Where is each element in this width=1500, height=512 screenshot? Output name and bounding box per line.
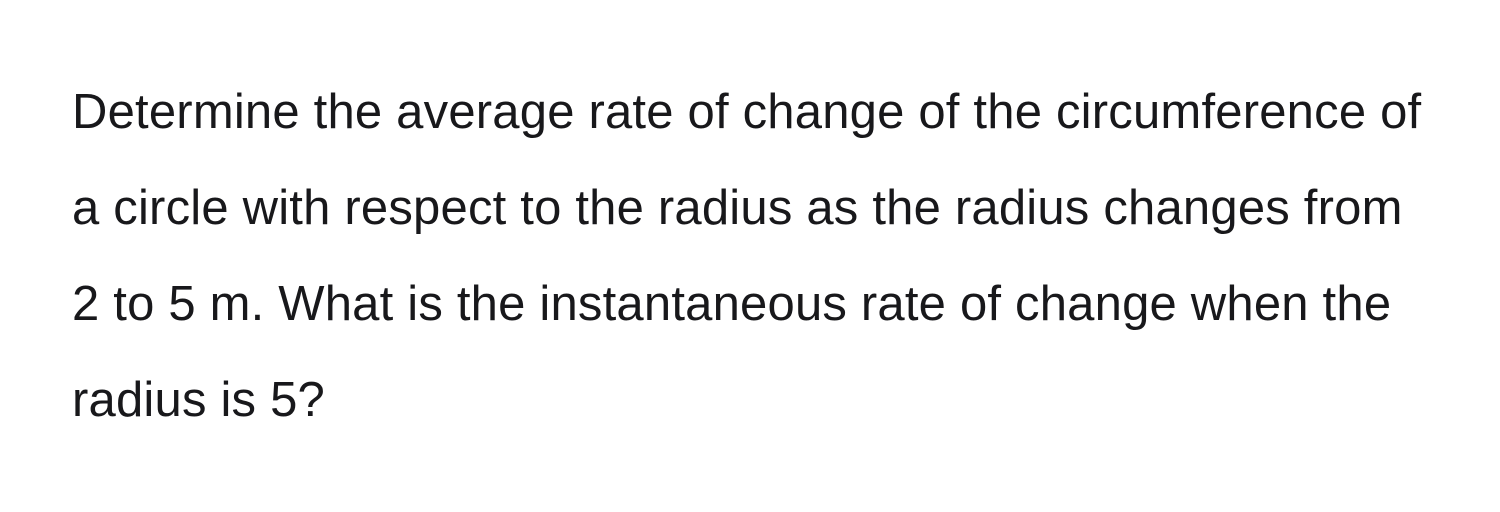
- question-text: Determine the average rate of change of …: [72, 64, 1428, 448]
